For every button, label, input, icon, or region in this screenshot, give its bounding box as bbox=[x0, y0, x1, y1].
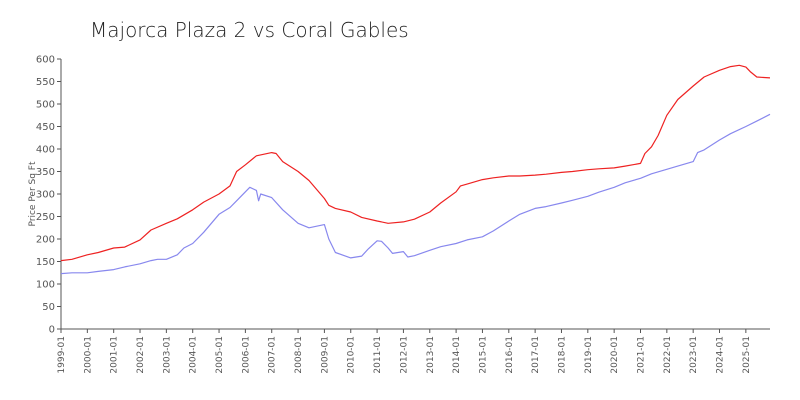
x-tick-label: 2022-01 bbox=[663, 336, 673, 374]
series-layer bbox=[60, 64, 771, 275]
x-tick-label: 2009-01 bbox=[320, 336, 330, 374]
x-tick-label: 2007-01 bbox=[268, 336, 278, 374]
x-tick-label: 2003-01 bbox=[162, 336, 172, 374]
x-tick-label: 2025-01 bbox=[742, 336, 752, 374]
x-tick-label: 1999-01 bbox=[57, 336, 67, 374]
x-tick-label: 2012-01 bbox=[399, 336, 409, 374]
x-tick-label: 2018-01 bbox=[557, 336, 567, 374]
y-tick-label: 100 bbox=[36, 280, 55, 291]
x-tick-label: 2000-01 bbox=[83, 336, 93, 374]
y-tick-label: 150 bbox=[36, 257, 55, 268]
x-tick-label: 2023-01 bbox=[689, 336, 699, 374]
chart-title: Majorca Plaza 2 vs Coral Gables bbox=[90, 18, 409, 42]
series-line-2 bbox=[60, 113, 771, 275]
y-tick-label: 300 bbox=[36, 190, 55, 201]
x-tick-label: 2011-01 bbox=[373, 336, 383, 374]
x-tick-label: 2013-01 bbox=[426, 336, 436, 374]
x-tick-label: 2017-01 bbox=[531, 336, 541, 374]
x-tick-label: 2024-01 bbox=[716, 336, 726, 374]
x-tick-label: 2008-01 bbox=[294, 336, 304, 374]
x-tick-label: 2021-01 bbox=[636, 336, 646, 374]
x-tick-label: 2006-01 bbox=[241, 336, 251, 374]
x-ticks: 1999-01 2000-01 2001-01 2002-01 2003-01 2004-… bbox=[57, 329, 752, 374]
x-tick-label: 2020-01 bbox=[610, 336, 620, 374]
x-tick-label: 2004-01 bbox=[189, 336, 199, 374]
y-tick-label: 250 bbox=[36, 212, 55, 223]
x-tick-label: 2016-01 bbox=[505, 336, 515, 374]
series-line-1 bbox=[60, 64, 771, 262]
x-tick-label: 2005-01 bbox=[215, 336, 225, 374]
y-tick-label: 500 bbox=[36, 100, 55, 111]
y-tick-label: 550 bbox=[36, 77, 55, 88]
y-axis-title: Price Per Sq Ft bbox=[28, 161, 38, 226]
y-tick-label: 450 bbox=[36, 122, 55, 133]
y-tick-label: 600 bbox=[36, 55, 55, 66]
y-tick-label: 400 bbox=[36, 145, 55, 156]
x-tick-label: 2002-01 bbox=[136, 336, 146, 374]
x-tick-label: 2014-01 bbox=[452, 336, 462, 374]
y-tick-label: 350 bbox=[36, 167, 55, 178]
y-tick-label: 200 bbox=[36, 235, 55, 246]
y-tick-label: 0 bbox=[49, 325, 55, 336]
x-tick-label: 2001-01 bbox=[110, 336, 120, 374]
x-tick-label: 2015-01 bbox=[478, 336, 488, 374]
y-ticks: 0 50 100 150 200 250 300 350 400 450 500 550 600 bbox=[36, 55, 61, 336]
x-tick-label: 2010-01 bbox=[347, 336, 357, 374]
y-tick-label: 50 bbox=[42, 302, 55, 313]
x-tick-label: 2019-01 bbox=[584, 336, 594, 374]
